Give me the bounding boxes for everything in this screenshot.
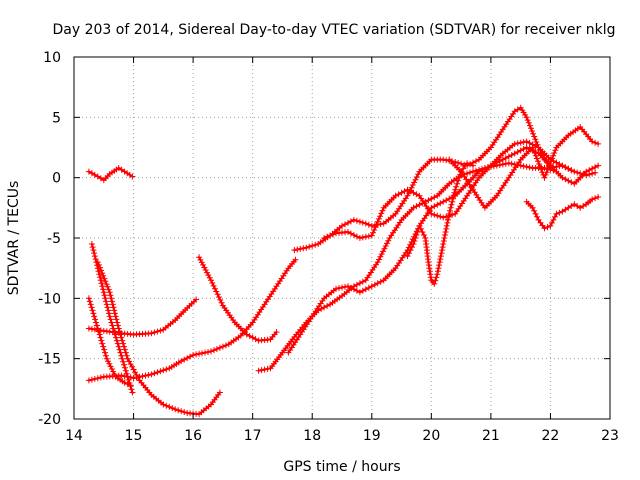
series-arc10 bbox=[255, 160, 557, 374]
series-arc14 bbox=[523, 194, 602, 232]
x-tick-label: 15 bbox=[125, 428, 143, 444]
series-arc5 bbox=[85, 296, 200, 338]
series-markers bbox=[255, 160, 557, 374]
series-markers bbox=[85, 256, 299, 384]
x-tick-labels: 14 15 16 17 18 19 20 21 22 23 bbox=[65, 428, 619, 444]
y-tick-label: 0 bbox=[52, 171, 61, 187]
y-tick-label: -10 bbox=[38, 291, 61, 307]
series-arc7 bbox=[196, 254, 280, 344]
series-arc13 bbox=[446, 124, 602, 211]
x-tick-label: 17 bbox=[244, 428, 262, 444]
grid-lines bbox=[74, 57, 610, 419]
chart-title: Day 203 of 2014, Sidereal Day-to-day VTE… bbox=[53, 22, 616, 38]
series-markers bbox=[85, 165, 136, 184]
series-line bbox=[87, 258, 297, 382]
data-series-group bbox=[85, 104, 602, 418]
series-line bbox=[87, 297, 132, 387]
y-tick-label: -5 bbox=[47, 231, 61, 247]
series-arc1 bbox=[85, 165, 136, 184]
x-tick-label: 22 bbox=[542, 428, 560, 444]
x-tick-label: 21 bbox=[482, 428, 500, 444]
x-tick-label: 14 bbox=[65, 428, 83, 444]
series-markers bbox=[523, 194, 602, 232]
x-tick-label: 20 bbox=[422, 428, 440, 444]
series-markers bbox=[94, 259, 223, 418]
x-tick-label: 16 bbox=[184, 428, 202, 444]
series-line bbox=[406, 162, 475, 285]
series-line bbox=[257, 162, 555, 372]
y-axis-title: SDTVAR / TECUs bbox=[6, 181, 22, 296]
y-tick-label: 5 bbox=[52, 110, 61, 126]
series-markers bbox=[196, 254, 280, 344]
series-arc4 bbox=[94, 259, 223, 418]
y-tick-labels: -20 -15 -10 -5 0 5 10 bbox=[38, 50, 61, 428]
series-markers bbox=[404, 160, 476, 287]
x-tick-label: 23 bbox=[601, 428, 619, 444]
series-arc6 bbox=[85, 256, 299, 384]
series-arc3 bbox=[85, 295, 134, 389]
y-tick-label: 10 bbox=[43, 50, 61, 66]
x-tick-label: 19 bbox=[363, 428, 381, 444]
x-axis-title: GPS time / hours bbox=[283, 459, 400, 475]
series-arc11 bbox=[285, 144, 602, 356]
y-tick-label: -20 bbox=[38, 412, 61, 428]
series-markers bbox=[85, 296, 200, 338]
series-markers bbox=[285, 144, 602, 356]
series-markers bbox=[446, 124, 602, 211]
axis-ticks bbox=[73, 56, 611, 420]
y-tick-label: -15 bbox=[38, 352, 61, 368]
x-tick-label: 18 bbox=[303, 428, 321, 444]
series-markers bbox=[85, 295, 134, 389]
